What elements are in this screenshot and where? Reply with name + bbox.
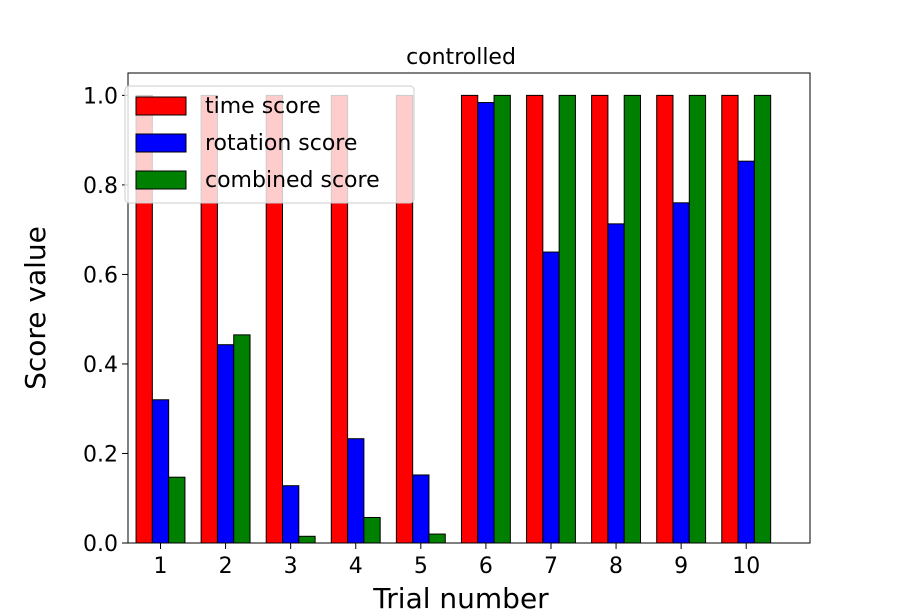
y-tick-label: 0.6 — [83, 263, 118, 288]
y-axis-label: Score value — [19, 226, 52, 390]
legend-label: rotation score — [205, 131, 357, 156]
bar-rotation-score-7 — [542, 251, 560, 544]
x-tick-label: 8 — [609, 554, 623, 579]
bar-combined-score-7 — [558, 94, 576, 544]
bar-rotation-score-5 — [412, 474, 430, 544]
y-tick-label: 0.2 — [83, 442, 118, 467]
x-tick-label: 5 — [414, 554, 428, 579]
bar-combined-score-5 — [428, 533, 446, 544]
legend-label: combined score — [205, 168, 380, 193]
legend-swatch — [135, 170, 187, 190]
bar-time-score-9 — [656, 94, 674, 544]
x-axis: 1 2 3 4 5 6 7 8 9 10 — [154, 543, 760, 579]
x-tick-label: 2 — [219, 554, 233, 579]
bar-rotation-score-2 — [216, 344, 235, 544]
bar-combined-score-9 — [688, 94, 707, 544]
bar-combined-score-6 — [493, 94, 511, 544]
bar-time-score-7 — [526, 94, 544, 544]
bar-combined-score-3 — [298, 535, 316, 544]
plot-frame — [127, 72, 811, 544]
bar-combined-score-2 — [233, 334, 251, 544]
y-tick-label: 0.4 — [83, 353, 118, 378]
y-tick-label: 0.0 — [83, 532, 118, 557]
bar-combined-score-1 — [168, 476, 186, 544]
y-tick-label: 1.0 — [83, 84, 118, 109]
legend-box — [124, 85, 415, 204]
bar-rotation-score-9 — [672, 202, 690, 544]
x-tick-label: 6 — [479, 554, 493, 579]
x-tick-label: 9 — [674, 554, 688, 579]
x-tick-label: 3 — [284, 554, 298, 579]
bar-rotation-score-3 — [282, 485, 300, 544]
bar-combined-score-8 — [623, 94, 642, 544]
bar-rotation-score-6 — [477, 102, 495, 544]
chart-title: controlled — [406, 45, 516, 70]
legend-swatch — [135, 133, 187, 153]
x-tick-label: 10 — [732, 554, 760, 579]
bar-time-score-6 — [460, 94, 479, 544]
x-tick-label: 7 — [544, 554, 558, 579]
bars-layer — [135, 94, 772, 544]
y-axis: 0.0 0.2 0.4 0.6 0.8 1.0 — [83, 84, 128, 557]
bar-time-score-8 — [591, 94, 609, 544]
bar-rotation-score-10 — [737, 160, 755, 544]
x-tick-label: 4 — [349, 554, 363, 579]
legend-label: time score — [205, 94, 321, 119]
bar-rotation-score-1 — [151, 399, 170, 544]
x-tick-label: 1 — [154, 554, 168, 579]
x-axis-label: Trial number — [372, 582, 549, 610]
bar-combined-score-10 — [753, 94, 772, 544]
bar-rotation-score-4 — [347, 438, 365, 544]
legend-swatch — [135, 96, 187, 116]
bar-combined-score-4 — [363, 516, 381, 544]
y-tick-label: 0.8 — [83, 174, 118, 199]
legend: time score rotation score combined score — [124, 85, 415, 204]
bar-time-score-10 — [721, 94, 739, 544]
bar-rotation-score-8 — [607, 223, 625, 544]
